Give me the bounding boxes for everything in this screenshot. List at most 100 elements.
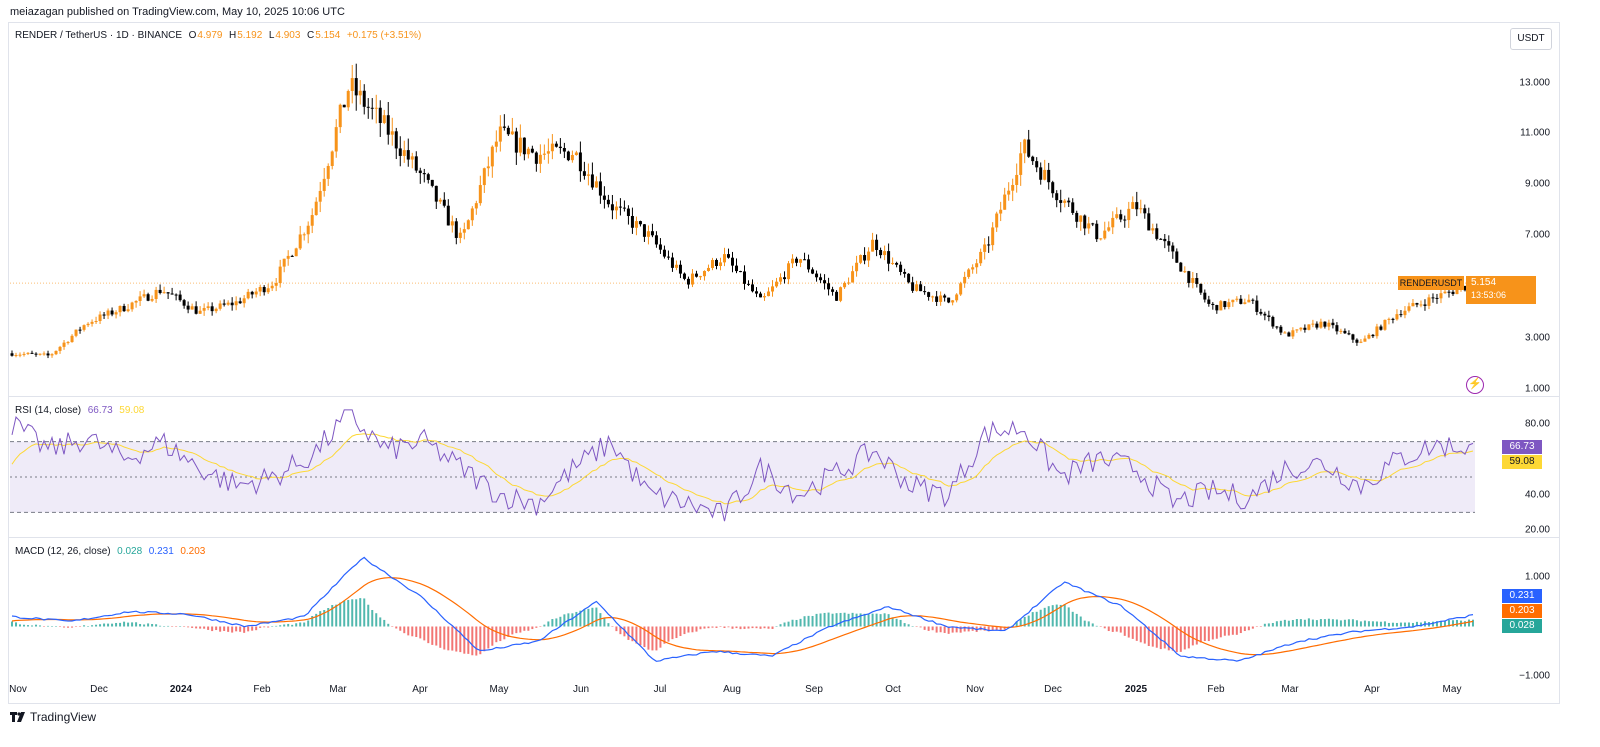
candle-body [606,199,610,205]
candle-body [674,264,678,268]
macd-legend[interactable]: MACD (12, 26, close) 0.028 0.231 0.203 [15,546,206,557]
macd-hist-bar [743,626,746,629]
tradingview-logo[interactable]: TradingView [10,710,96,724]
macd-hist-bar [927,626,930,631]
pane-separator[interactable] [8,396,1560,397]
macd-hist-bar [163,626,166,627]
macd-hist-bar [1131,626,1134,639]
candle-body [614,206,618,211]
macd-hist-bar [615,626,618,632]
currency-selector[interactable]: USDT [1510,28,1552,50]
candle-body [795,258,799,263]
candle-body [94,321,98,323]
candle-body [891,262,895,264]
macd-hist-bar [1115,626,1118,632]
macd-hist-bar [1311,619,1314,627]
macd-hist-bar [403,626,406,634]
ohlc-low: 4.903 [275,30,301,41]
macd-hist-bar [535,626,538,628]
macd-hist-bar [1095,625,1098,627]
macd-hist-bar [539,626,542,627]
symbol-name[interactable]: RENDER / TetherUS · 1D · BINANCE [15,30,183,41]
candle-body [1123,219,1127,221]
candle-body [1115,214,1119,218]
macd-hist-bar [51,626,54,627]
candle-body [1239,298,1243,304]
macd-hist-value: 0.028 [117,546,143,557]
candle-body [747,283,751,285]
time-axis-label: Feb [1207,684,1225,695]
time-axis-label: Jun [572,684,590,695]
macd-hist-bar [399,626,402,631]
candle-body [454,221,458,238]
price-tag-symbol: RENDERUSDT [1398,276,1464,290]
macd-hist-bar [123,621,126,627]
time-axis-label: 2024 [169,684,193,695]
macd-line-value: 0.231 [148,546,174,557]
macd-hist-bar [947,626,950,634]
macd-hist-bar [719,626,722,627]
macd-hist-bar [1471,619,1474,627]
candle-body [274,283,278,286]
pane-separator[interactable] [8,537,1560,538]
macd-hist-bar [711,626,714,628]
candle-body [546,151,550,154]
candle-body [562,148,566,152]
macd-hist-bar [443,626,446,650]
macd-hist-bar [1267,623,1270,627]
candle-body [734,265,738,272]
candle-body [823,280,827,284]
macd-hist-bar [235,626,238,632]
macd-hist-bar [303,622,306,627]
candle-body [626,208,630,217]
macd-hist-bar [875,613,878,627]
candle-body [254,291,258,295]
candle-body [374,107,378,109]
candle-body [702,270,706,277]
symbol-legend[interactable]: RENDER / TetherUS · 1D · BINANCE O4.979 … [15,30,422,41]
chart-container[interactable] [8,22,1560,704]
candle-body [146,294,150,301]
candle-body [570,155,574,161]
macd-hist-bar [315,613,318,627]
rsi-legend[interactable]: RSI (14, close) 66.73 59.08 [15,405,145,416]
candle-body [314,201,318,216]
macd-hist-bar [219,626,222,632]
macd-hist-bar [1175,626,1178,653]
candle-body [710,259,714,268]
macd-hist-bar [1055,604,1058,627]
candle-body [863,255,867,261]
macd-hist-bar [203,626,206,629]
candle-body [470,208,474,221]
candle-body [242,298,246,304]
macd-hist-bar [559,616,562,627]
candle-body [1227,302,1231,308]
ohlc-open: 4.979 [197,30,223,41]
macd-hist-bar [183,626,186,627]
macd-hist-bar [323,610,326,627]
time-axis-label: May [489,684,509,695]
macd-hist-bar [515,626,518,634]
macd-hist-bar [347,599,350,627]
candle-body [1223,301,1227,308]
macd-hist-bar [419,626,422,639]
candle-body [859,255,863,263]
macd-hist-bar [999,626,1002,631]
macd-hist-bar [699,626,702,630]
lightning-icon[interactable]: ⚡ [1466,376,1484,394]
candle-body [1167,241,1171,246]
macd-hist-bar [899,619,902,627]
macd-hist-bar [507,626,510,637]
macd-hist-bar [1251,626,1254,629]
macd-hist-bar [79,626,82,627]
macd-hist-bar [67,626,70,628]
macd-hist-bar [291,624,294,627]
time-axis-label: Dec [90,684,108,695]
candle-body [418,170,422,174]
candle-body [530,148,534,153]
macd-hist-bar [1275,621,1278,627]
candle-body [1439,293,1443,299]
macd-hist-bar [695,626,698,632]
candle-body [138,296,142,301]
